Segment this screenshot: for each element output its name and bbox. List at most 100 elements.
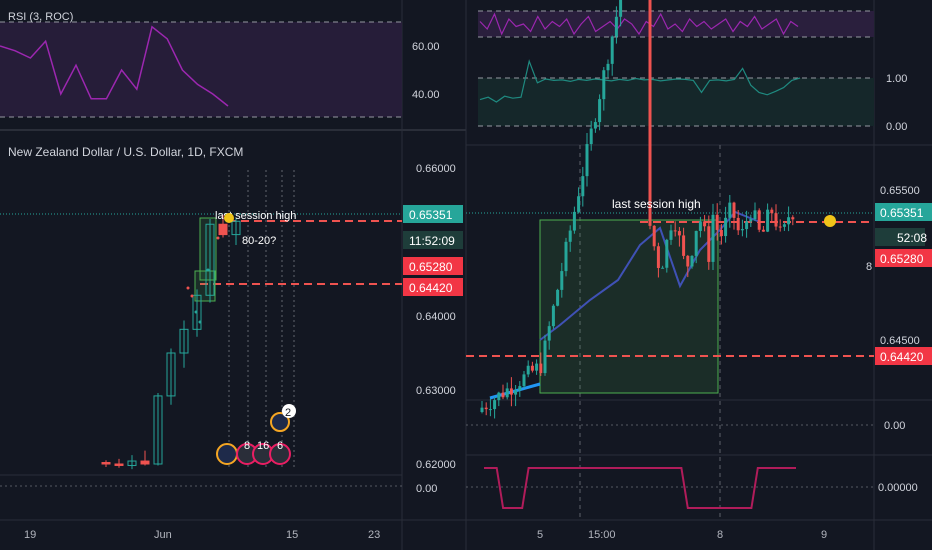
- candle-body: [179, 328, 189, 354]
- event-badge[interactable]: [269, 443, 291, 465]
- event-count: 8: [244, 440, 250, 452]
- candle-body-right: [703, 221, 707, 227]
- candle-body-right: [732, 202, 736, 218]
- candle-body-right: [484, 407, 488, 410]
- candle-body: [101, 462, 111, 465]
- rsi-band-right: [478, 11, 874, 37]
- annotation-high: last session high: [215, 210, 296, 222]
- candle-body-right: [719, 229, 723, 237]
- candle-body: [140, 460, 150, 465]
- candle-body-right: [572, 211, 576, 231]
- rsi-line: [0, 25, 229, 107]
- candle-body-right: [593, 122, 597, 129]
- candle-body-right: [770, 209, 774, 214]
- oscillator-line: [484, 467, 796, 509]
- event-count-badge: [282, 404, 296, 418]
- time-axis-label-right: 5: [537, 529, 543, 541]
- roc-line: [479, 59, 801, 103]
- candle-body-right: [589, 128, 593, 145]
- red-tag-value-right: 0.65280: [880, 252, 924, 266]
- price-tick-label: 0.63000: [416, 385, 456, 397]
- candle-body: [218, 223, 228, 236]
- rsi-line-right: [479, 12, 799, 36]
- candle-body-right: [614, 16, 618, 37]
- candle-body-right: [686, 255, 690, 267]
- green-box: [199, 217, 217, 281]
- price-tag-value: 0.65351: [409, 208, 453, 222]
- candle-body-right: [774, 213, 778, 227]
- price-tick-label: 0.62000: [416, 459, 456, 471]
- candle-body-right: [547, 326, 551, 341]
- candle-body: [127, 460, 137, 466]
- time-axis-label-right: 15:00: [588, 529, 616, 541]
- candle-body: [153, 395, 163, 465]
- red-tag-value-right: 0.64420: [880, 350, 924, 364]
- candle-body-right: [753, 210, 757, 220]
- candle-body-right: [711, 214, 715, 262]
- rsi-legend: RSI (3, ROC): [8, 11, 73, 23]
- time-axis-label: 15: [286, 529, 298, 541]
- price-tick-partial: 8: [866, 261, 872, 273]
- countdown-bg: [403, 231, 463, 249]
- candle-body: [192, 294, 202, 330]
- candle-body-right: [694, 230, 698, 256]
- signal-dot: [190, 294, 194, 298]
- candle-body-right: [661, 267, 665, 269]
- candle-body-right: [665, 239, 669, 268]
- annotation-80-20: 80-20?: [242, 235, 276, 247]
- candle-body-right: [585, 144, 589, 177]
- candle-body-right: [522, 374, 526, 387]
- red-tag-value: 0.65280: [409, 260, 453, 274]
- candle-body-right: [518, 386, 522, 391]
- price-tick-label: 0.66000: [416, 163, 456, 175]
- signal-dot: [216, 236, 220, 240]
- signal-dot: [194, 310, 198, 314]
- candle-body-right: [577, 196, 581, 212]
- event-flag-icon[interactable]: [216, 443, 238, 465]
- event-count: 6: [277, 440, 283, 452]
- candle-body-right: [791, 217, 795, 220]
- candle-body-right: [778, 226, 782, 228]
- candle-body-right: [724, 217, 728, 237]
- candle-body-right: [560, 271, 564, 290]
- roc-tick-label: 1.00: [886, 73, 907, 85]
- price-tick-label: 0.64500: [880, 335, 920, 347]
- red-tag-bg-right: [875, 249, 932, 267]
- red-tag-bg: [403, 257, 463, 275]
- candle-body-right: [757, 210, 761, 230]
- roc-band: [478, 78, 874, 126]
- time-axis-label: 23: [368, 529, 380, 541]
- candle-body-right: [568, 230, 572, 242]
- smiley-icon: [224, 213, 234, 223]
- candle-body-right: [514, 390, 518, 395]
- event-count: 2: [285, 407, 291, 419]
- candle-body-right: [619, 0, 623, 17]
- candle-body-right: [505, 388, 509, 398]
- time-axis-label: 19: [24, 529, 36, 541]
- candle-body-right: [707, 226, 711, 262]
- candle-body-right: [766, 209, 770, 232]
- price-tick-label: 0.64000: [416, 311, 456, 323]
- candle-body-right: [610, 36, 614, 64]
- red-tag-bg: [403, 278, 463, 296]
- price-tag-bg: [403, 205, 463, 223]
- candle-body-right: [480, 407, 484, 412]
- lower-tick-label: 0.00: [416, 483, 437, 495]
- candle-body-right: [501, 392, 505, 398]
- candle-body-right: [782, 224, 786, 227]
- candle-body-right: [673, 230, 677, 232]
- candle-body: [231, 220, 241, 236]
- candle-body-right: [493, 400, 497, 410]
- rsi-band: [0, 22, 402, 117]
- countdown-value-right: 52:08: [897, 231, 927, 245]
- time-axis-label-right: 8: [717, 529, 723, 541]
- smiley-icon-right: [824, 215, 836, 227]
- candle-body-right: [745, 221, 749, 230]
- candle-body-right: [728, 202, 732, 218]
- annotation-high-right: last session high: [612, 197, 701, 211]
- candle-body: [205, 223, 215, 296]
- candle-body-right: [652, 225, 656, 247]
- price-tag-value-right: 0.65351: [880, 206, 924, 220]
- event-flag-icon[interactable]: [270, 412, 290, 432]
